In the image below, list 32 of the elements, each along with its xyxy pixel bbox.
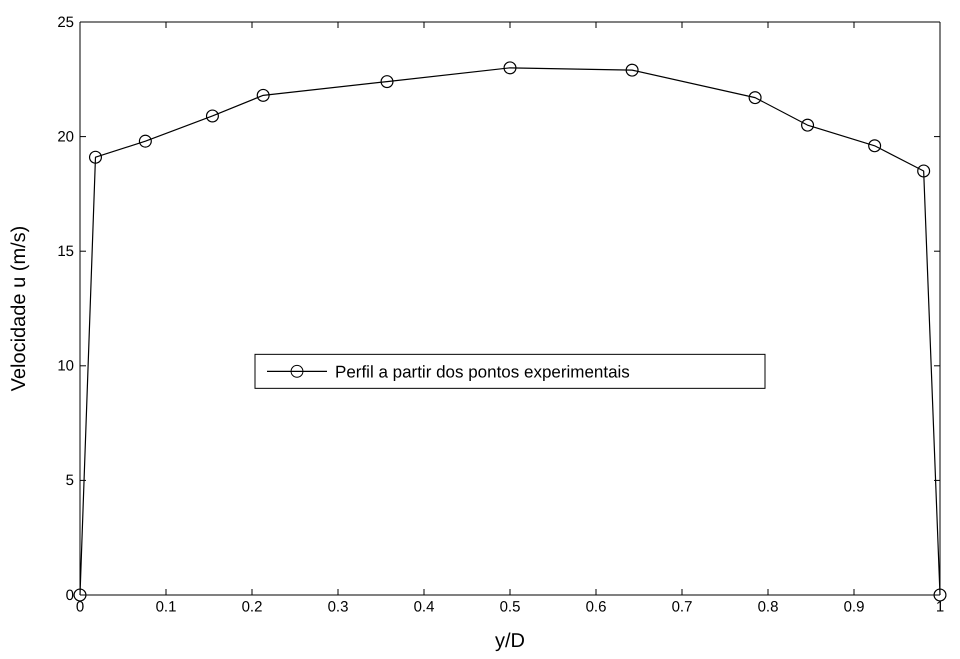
y-tick-label: 0 [66, 586, 74, 604]
point [748, 91, 762, 104]
point [256, 88, 270, 102]
x-tick-label: 0.3 [328, 598, 348, 616]
point [626, 64, 639, 77]
x-tick-label: 0.5 [500, 598, 520, 616]
x-tick-label: 1 [936, 598, 944, 616]
y-axis-title: Velocidade u (m/s) [8, 226, 30, 392]
x-tick-label: 0.9 [844, 598, 864, 616]
x-tick-label: 0.8 [758, 598, 778, 616]
point [503, 61, 517, 74]
y-tick-label: 20 [57, 128, 74, 146]
y-tick-label: 25 [57, 14, 74, 31]
legend-label: Perfil a partir dos pontos experimentais [335, 362, 630, 382]
x-tick-label: 0.2 [242, 598, 262, 616]
point [801, 118, 814, 132]
x-axis-title: y/D [495, 630, 525, 652]
y-tick-label: 5 [66, 472, 74, 490]
x-tick-label: 0.6 [586, 598, 606, 616]
point [380, 75, 394, 88]
point [917, 164, 930, 178]
x-tick-label: 0.4 [414, 598, 434, 616]
y-tick-label: 10 [57, 358, 74, 375]
point [88, 150, 102, 164]
point [206, 109, 219, 122]
point [868, 139, 882, 152]
point [138, 134, 152, 148]
point [933, 588, 947, 602]
y-tick-label: 15 [57, 243, 74, 260]
point [73, 588, 87, 602]
x-tick-label: 0.1 [156, 598, 176, 616]
x-tick-label: 0.7 [672, 598, 692, 616]
